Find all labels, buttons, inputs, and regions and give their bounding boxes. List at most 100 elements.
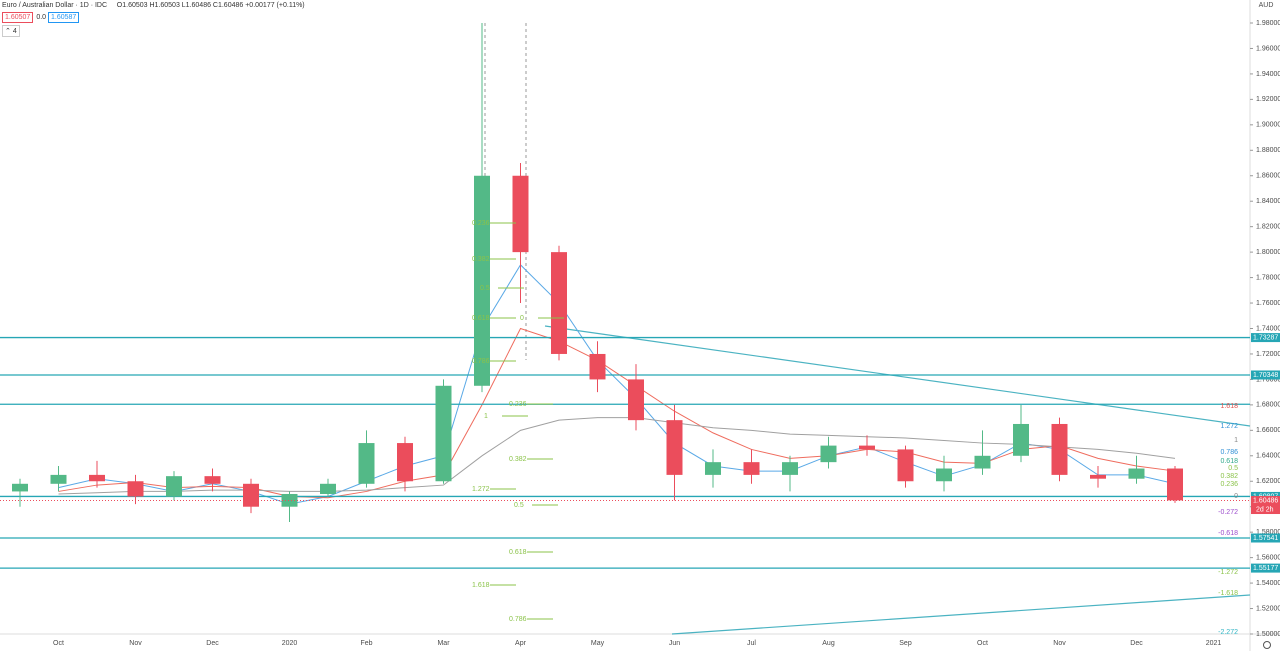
y-tick-label: 1.96000 [1256,45,1280,52]
symbol-title: Euro / Australian Dollar · 1D · IDC [2,2,108,9]
quote-row: 1.60507 0.0 1.60587 [0,11,307,24]
candle-body [1013,423,1029,456]
x-tick-label: Apr [515,640,527,647]
y-tick-label: 1.88000 [1256,147,1280,154]
candle-body [974,455,991,469]
fib-label: 1.618 [472,582,490,589]
x-tick-label: Mar [437,640,450,647]
candle-body [936,468,952,482]
x-tick-label: Nov [129,640,142,647]
trend-line [544,325,1251,427]
moving-average [58,327,1176,499]
fib-label: 0.236 [509,401,527,408]
fib-label: 0.5 [480,285,490,292]
candle-body [474,175,490,386]
header: Euro / Australian Dollar · 1D · IDC O1.6… [0,0,307,38]
spread: 0.0 [36,14,47,21]
y-tick-label: 1.72000 [1256,351,1280,358]
fib-label: 0.618 [1220,458,1238,465]
trend-line [671,594,1251,635]
fib-label: -0.272 [1218,509,1238,516]
y-tick-label: 1.68000 [1256,402,1280,409]
fib-label: 0.382 [509,456,527,463]
countdown: 2d 2h [1256,506,1274,513]
y-tick-label: 1.54000 [1256,580,1280,587]
candle-body [551,252,567,354]
fib-label: 0.786 [1220,449,1238,456]
fib-label: -2.272 [1218,629,1238,636]
ask[interactable]: 1.60587 [48,12,80,23]
fib-label: 1 [484,413,488,420]
y-tick-label: 1.82000 [1256,224,1280,231]
candle-body [166,476,182,497]
x-tick-label: Feb [360,640,372,647]
candle-body [782,462,798,475]
settings-icon[interactable] [1263,641,1271,649]
candle-body [1167,468,1183,501]
candle-body [1128,468,1145,479]
candle-body [512,175,529,253]
fib-label: 0.5 [1228,465,1238,472]
fib-label: 0.382 [1220,473,1238,480]
y-tick-label: 1.86000 [1256,173,1280,180]
x-tick-label: 2020 [282,640,298,647]
y-tick-label: 1.94000 [1256,71,1280,78]
fib-label: 0.786 [509,616,527,623]
y-tick-label: 1.74000 [1256,325,1280,332]
level-tag [1251,533,1280,543]
y-tick-label: 1.66000 [1256,427,1280,434]
candle-body [281,493,298,507]
level-tag [1251,563,1280,573]
last-price-label: 1.60486 [1253,497,1278,504]
y-tick-label: 1.56000 [1256,554,1280,561]
fib-label: 0.786 [472,358,490,365]
moving-average [58,417,1176,495]
x-tick-label: Dec [1130,640,1143,647]
x-tick-label: Dec [206,640,219,647]
candle-body [897,449,914,482]
y-tick-label: 1.90000 [1256,122,1280,129]
x-tick-label: Aug [822,640,835,647]
fib-label: 0.236 [1220,481,1238,488]
fib-label: 1 [1234,437,1238,444]
bid[interactable]: 1.60507 [2,12,34,23]
candle-body [243,483,259,507]
header-row: Euro / Australian Dollar · 1D · IDC O1.6… [0,0,307,11]
fib-label: 0 [520,315,524,322]
x-tick-label: Jul [747,640,756,647]
fib-label: -1.618 [1218,590,1238,597]
indicators-row: ⌃ 4 [0,24,307,38]
y-tick-label: 1.98000 [1256,20,1280,27]
candle-body [358,443,375,484]
candle-body [859,445,875,450]
fib-label: 0.5 [514,502,524,509]
level-tag [1251,370,1280,380]
y-tick-label: 1.62000 [1256,478,1280,485]
y-tick-label: 1.92000 [1256,96,1280,103]
fib-label: -1.272 [1218,569,1238,576]
candle-body [435,385,452,482]
indicator-count: 4 [12,28,17,35]
y-tick-label: 1.70000 [1256,376,1280,383]
indicator-toggle[interactable]: ⌃ 4 [2,25,20,37]
candle-body [628,379,644,421]
fib-label: 0.618 [472,315,490,322]
fib-label: 0.236 [472,220,490,227]
x-tick-label: Oct [977,640,988,647]
candle-body [1051,423,1068,475]
ohlc: O1.60503 H1.60503 L1.60486 C1.60486 +0.0… [116,2,305,9]
candle-body [50,474,67,484]
fib-label: 1.272 [472,486,490,493]
level-tag-label: 1.55177 [1253,565,1278,572]
last-price-tag [1251,496,1280,515]
fib-label: 0.618 [509,549,527,556]
candle-body [127,481,144,497]
level-tag-label: 1.73287 [1253,334,1278,341]
y-tick-label: 1.76000 [1256,300,1280,307]
candle-body [589,353,606,380]
fib-label: 1.272 [1220,423,1238,430]
candle-body [89,474,105,482]
x-tick-label: Nov [1053,640,1066,647]
